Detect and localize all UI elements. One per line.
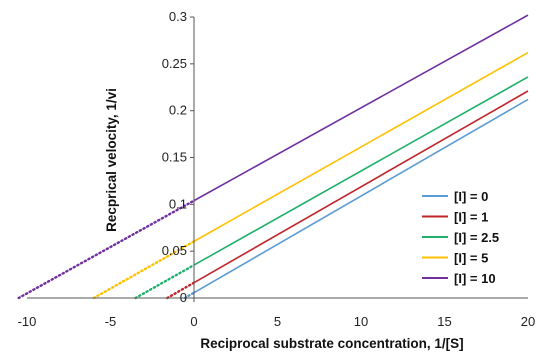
legend-label: [I] = 0	[454, 189, 488, 204]
y-tick-label: 0.1	[169, 196, 187, 211]
series-2	[134, 76, 529, 300]
series-3	[92, 51, 529, 300]
y-tick-label: 0.2	[169, 103, 187, 118]
y-tick-label: 0.05	[162, 243, 187, 258]
x-axis-title: Reciprocal substrate concentration, 1/[S…	[200, 336, 463, 351]
x-tick-label: -10	[18, 314, 37, 329]
series-lines	[17, 14, 529, 300]
series-1	[166, 90, 529, 300]
series-line-extrapolated	[17, 199, 196, 300]
y-tick-label: 0.25	[162, 56, 187, 71]
y-tick-label: 0	[180, 290, 187, 305]
x-tick-label: 20	[521, 314, 535, 329]
legend-label: [I] = 1	[454, 210, 488, 225]
x-tick-label: 15	[437, 314, 451, 329]
x-tick-label: 0	[190, 314, 197, 329]
x-tick-label: 5	[274, 314, 281, 329]
y-axis-title: Recprical velocity, 1/vi	[104, 88, 119, 232]
series-line-extrapolated	[166, 281, 196, 300]
legend-label: [I] = 10	[454, 271, 496, 286]
legend-label: [I] = 2.5	[454, 230, 499, 245]
series-line-extrapolated	[134, 263, 196, 300]
series-line	[193, 98, 529, 294]
series-line-extrapolated	[183, 291, 196, 300]
x-tick-label: 10	[354, 314, 368, 329]
series-line	[193, 51, 529, 243]
tick-labels: -10 -5 0 5 10 15 20 0 0.05 0.1 0.15 0.2 0.25 0.3	[18, 9, 536, 329]
series-line	[193, 14, 529, 202]
y-tick-label: 0.3	[169, 9, 187, 24]
axes	[27, 16, 528, 302]
y-tick-label: 0.15	[162, 150, 187, 165]
series-line-extrapolated	[92, 240, 196, 300]
series-line	[193, 90, 529, 284]
legend: [I] = 0 [I] = 1 [I] = 2.5 [I] = 5 [I] = 10	[422, 189, 499, 286]
series-line	[193, 76, 529, 266]
series-4	[17, 14, 529, 300]
legend-label: [I] = 5	[454, 251, 488, 266]
series-0	[183, 98, 529, 300]
x-tick-label: -5	[105, 314, 117, 329]
